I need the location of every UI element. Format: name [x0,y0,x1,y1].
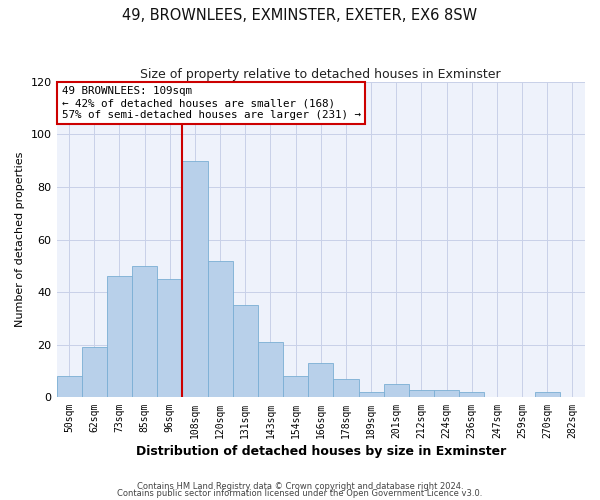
Text: 49 BROWNLEES: 109sqm
← 42% of detached houses are smaller (168)
57% of semi-deta: 49 BROWNLEES: 109sqm ← 42% of detached h… [62,86,361,120]
Y-axis label: Number of detached properties: Number of detached properties [15,152,25,327]
Bar [233,306,258,398]
Bar [182,160,208,398]
Bar [383,384,409,398]
Bar [107,276,132,398]
Title: Size of property relative to detached houses in Exminster: Size of property relative to detached ho… [140,68,501,80]
Bar [409,390,434,398]
Bar [334,379,359,398]
Bar [359,392,383,398]
Bar [132,266,157,398]
Text: 49, BROWNLEES, EXMINSTER, EXETER, EX6 8SW: 49, BROWNLEES, EXMINSTER, EXETER, EX6 8S… [122,8,478,22]
Bar [308,363,334,398]
X-axis label: Distribution of detached houses by size in Exminster: Distribution of detached houses by size … [136,444,506,458]
Bar [56,376,82,398]
Text: Contains public sector information licensed under the Open Government Licence v3: Contains public sector information licen… [118,490,482,498]
Bar [283,376,308,398]
Bar [434,390,459,398]
Bar [258,342,283,398]
Bar [459,392,484,398]
Bar [82,348,107,398]
Bar [208,260,233,398]
Bar [535,392,560,398]
Bar [157,279,182,398]
Text: Contains HM Land Registry data © Crown copyright and database right 2024.: Contains HM Land Registry data © Crown c… [137,482,463,491]
